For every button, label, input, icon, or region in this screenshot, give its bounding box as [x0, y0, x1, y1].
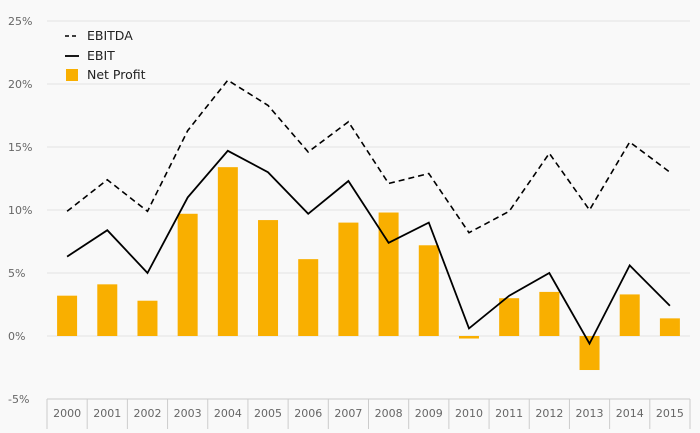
y-tick-label: 25% — [8, 15, 32, 28]
net-profit-bar — [97, 284, 118, 336]
x-tick-label: 2010 — [455, 407, 483, 420]
y-axis-labels: 25% 20% 15% 10% 5% 0% -5% — [8, 15, 32, 406]
legend-label-net-profit: Net Profit — [87, 67, 146, 82]
net-profit-bar — [298, 259, 319, 336]
x-tick-label: 2011 — [495, 407, 523, 420]
net-profit-bar — [539, 291, 560, 336]
x-tick-label: 2004 — [214, 407, 242, 420]
x-tick-label: 2007 — [334, 407, 362, 420]
net-profit-bar — [579, 336, 600, 371]
net-profit-bar — [177, 213, 198, 336]
x-tick-label: 2008 — [375, 407, 403, 420]
x-tick-label: 2014 — [616, 407, 644, 420]
x-tick-label: 2001 — [93, 407, 121, 420]
y-tick-label: -5% — [8, 393, 29, 406]
x-tick-label: 2015 — [656, 407, 684, 420]
net-profit-bar — [258, 220, 279, 336]
legend-swatch-net-profit — [66, 69, 78, 81]
net-profit-bar — [57, 295, 78, 336]
y-tick-label: 10% — [8, 204, 32, 217]
y-tick-label: 5% — [8, 267, 25, 280]
net-profit-bar — [378, 212, 399, 336]
x-tick-label: 2002 — [133, 407, 161, 420]
x-tick-label: 2006 — [294, 407, 322, 420]
net-profit-bar — [338, 222, 359, 336]
y-tick-label: 15% — [8, 141, 32, 154]
net-profit-bar — [458, 336, 479, 339]
x-tick-label: 2009 — [415, 407, 443, 420]
legend-item-net-profit[interactable]: Net Profit — [66, 67, 146, 82]
x-tick-label: 2012 — [535, 407, 563, 420]
ebit-line — [66, 149, 671, 346]
x-tick-label: 2013 — [576, 407, 604, 420]
x-tick-label: 2000 — [53, 407, 81, 420]
y-tick-label: 20% — [8, 78, 32, 91]
legend-item-ebit[interactable]: EBIT — [65, 48, 115, 63]
net-profit-bar — [137, 300, 158, 336]
legend-label-ebitda: EBITDA — [87, 28, 133, 43]
net-profit-bar — [659, 318, 680, 336]
x-tick-label: 2005 — [254, 407, 282, 420]
x-axis: 2000 2001 2002 2003 2004 2005 2006 2007 2008 2009… — [46, 398, 691, 429]
x-tick-label: 2003 — [174, 407, 202, 420]
net-profit-bar — [217, 167, 238, 336]
net-profit-bar — [418, 245, 439, 336]
legend-label-ebit: EBIT — [87, 48, 115, 63]
legend[interactable]: EBITDA EBIT Net Profit — [65, 28, 146, 82]
ebitda-line — [66, 79, 671, 234]
y-tick-label: 0% — [8, 330, 25, 343]
net-profit-bar — [499, 298, 520, 336]
net-profit-bar — [619, 294, 640, 336]
net-profit-bars — [57, 167, 680, 371]
legend-item-ebitda[interactable]: EBITDA — [65, 28, 133, 43]
